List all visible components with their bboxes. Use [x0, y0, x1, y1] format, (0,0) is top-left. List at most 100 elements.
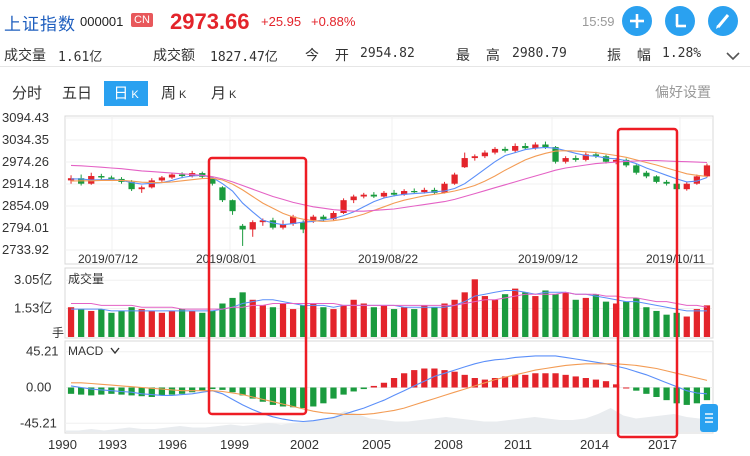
- chevron-down-icon[interactable]: [724, 50, 742, 62]
- macd-histogram-bar: [158, 387, 166, 396]
- candle-body: [249, 222, 256, 230]
- volume-bar: [289, 309, 297, 337]
- open-value: 2954.82: [360, 46, 415, 61]
- macd-histogram-bar: [683, 387, 690, 405]
- high-value: 2980.79: [512, 46, 567, 61]
- candle-body: [300, 222, 307, 230]
- volume-bar: [178, 309, 186, 337]
- volume-bar: [512, 288, 519, 337]
- macd-histogram-bar: [138, 387, 145, 397]
- macd-histogram-bar: [491, 378, 499, 388]
- volume-bar: [522, 292, 529, 337]
- macd-histogram-bar: [552, 373, 559, 388]
- volume-y-tick-label: 1.53亿: [14, 301, 52, 316]
- volume-ma-line-vma10: [71, 291, 708, 310]
- volume-bar: [683, 316, 690, 337]
- amplitude-label: 振 幅: [607, 47, 657, 63]
- macd-histogram-bar: [279, 387, 287, 407]
- volume-bar: [128, 307, 135, 337]
- macd-line-dea: [71, 363, 708, 415]
- macd-histogram-bar: [289, 387, 297, 408]
- quote-stats-row: 成交量 1.61亿 成交额 1827.47亿 今 开 2954.82 最 高 2…: [0, 44, 750, 67]
- current-price: 2973.66: [170, 9, 250, 34]
- year-axis-tick-label: 2008: [434, 437, 463, 452]
- kline-ma-line-ma10: [70, 150, 708, 222]
- macd-histogram-bar: [199, 387, 206, 391]
- macd-histogram-bar: [380, 382, 388, 388]
- macd-histogram-bar: [219, 387, 226, 390]
- tab-intraday[interactable]: 分时: [12, 85, 43, 102]
- kline-y-tick-label: 2854.09: [2, 198, 49, 213]
- amplitude-value: 1.28%: [662, 46, 702, 61]
- kline-date-tick-label: 2019/10/11: [646, 252, 705, 266]
- candle-body: [158, 177, 166, 181]
- sidebar-toggle-button[interactable]: [700, 404, 718, 432]
- macd-histogram-bar: [401, 373, 408, 388]
- volume-bar: [158, 312, 166, 337]
- volume-bar: [390, 309, 398, 337]
- volume-bar: [501, 294, 509, 337]
- plus-icon: [630, 14, 644, 28]
- macd-histogram-bar: [592, 379, 600, 388]
- candle-body: [128, 181, 135, 190]
- list-icon: [705, 413, 713, 423]
- preferences-link[interactable]: 偏好设置: [655, 84, 711, 100]
- kline-y-tick-label: 2974.26: [2, 154, 49, 169]
- candle-body: [542, 144, 549, 148]
- candle-body: [451, 174, 458, 184]
- volume-bar: [532, 296, 539, 337]
- candle-body: [401, 191, 408, 195]
- volume-bar: [249, 299, 256, 337]
- add-watchlist-button[interactable]: [622, 6, 652, 36]
- stock-chart[interactable]: 3094.43 3034.35 2974.26 2914.18 2854.09 2794.…: [0, 108, 750, 456]
- year-axis-tick-label: 1993: [98, 437, 127, 452]
- volume-bar: [189, 310, 196, 337]
- candle-body: [582, 154, 589, 160]
- volume-bar: [360, 303, 367, 337]
- macd-histogram-bar: [532, 373, 539, 388]
- volume-bar: [421, 305, 428, 337]
- volume-bar: [602, 301, 610, 337]
- year-axis-tick-label: 1999: [220, 437, 249, 452]
- volume-bar: [572, 299, 579, 337]
- macd-histogram-bar: [168, 387, 176, 395]
- edit-button[interactable]: [708, 6, 738, 36]
- volume-bar: [633, 297, 640, 337]
- macd-histogram-bar: [562, 374, 569, 388]
- volume-bar: [623, 301, 630, 337]
- volume-bar: [269, 307, 277, 337]
- macd-histogram-bar: [451, 371, 458, 388]
- macd-histogram-bar: [78, 387, 85, 395]
- macd-histogram-bar: [572, 376, 579, 388]
- candle-body: [269, 220, 277, 228]
- candle-body: [98, 176, 105, 178]
- kline-y-tick-label: 2794.01: [2, 220, 49, 235]
- stock-code: 000001: [80, 14, 124, 29]
- volume-bar: [138, 309, 145, 337]
- volume-bar: [411, 309, 418, 337]
- macd-selector[interactable]: MACD: [68, 344, 121, 358]
- market-badge: CN: [131, 13, 153, 27]
- candle-body: [320, 216, 327, 220]
- macd-histogram-bar: [320, 387, 327, 404]
- volume-bar: [320, 307, 327, 337]
- volume-bar: [340, 305, 347, 337]
- candle-body: [380, 192, 388, 197]
- volume-bar: [199, 312, 206, 337]
- year-axis-tick-label: 2014: [580, 437, 609, 452]
- macd-histogram-bar: [330, 387, 337, 399]
- volume-bar: [300, 305, 307, 337]
- open-label: 今 开: [305, 47, 355, 63]
- kline-y-tick-label: 3034.35: [2, 132, 49, 147]
- volume-bar: [653, 310, 660, 337]
- volume-bar: [471, 279, 478, 337]
- tab-five-day[interactable]: 五日: [62, 85, 93, 102]
- macd-histogram-bar: [471, 378, 478, 388]
- candle-body: [421, 189, 428, 193]
- alert-clock-button[interactable]: [665, 6, 695, 36]
- candle-body: [441, 183, 448, 193]
- volume-bar: [401, 307, 408, 337]
